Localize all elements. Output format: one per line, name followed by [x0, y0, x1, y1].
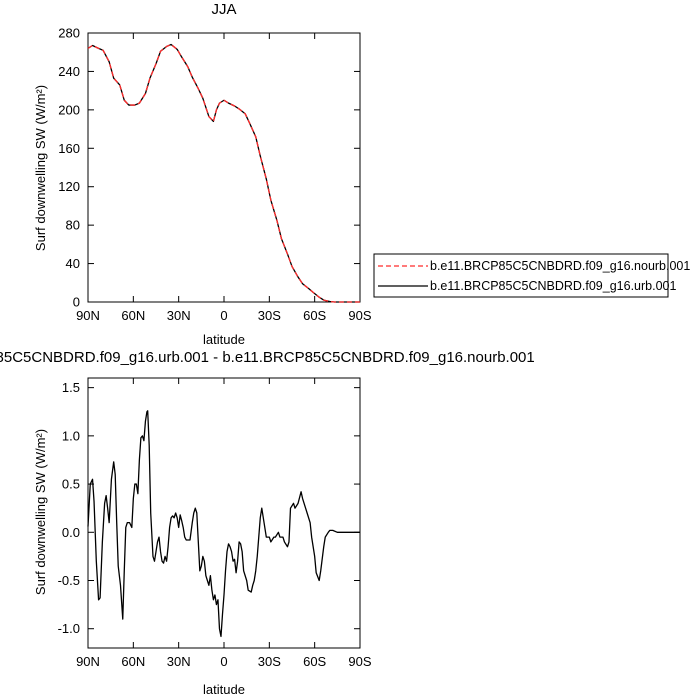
x-tick-label: 60S	[303, 654, 326, 669]
y-tick-label: 0.5	[62, 477, 80, 492]
series-line-0-0	[87, 43, 360, 303]
bottom-plot-frame	[87, 377, 361, 649]
y-tick-label: -1.0	[58, 621, 80, 636]
x-tick-label: 60N	[121, 654, 145, 669]
bottom-series-lines	[87, 410, 360, 638]
legend-label-urb: b.e11.BRCP85C5CNBDRD.f09_g16.urb.001	[430, 279, 676, 293]
y-tick-label: 160	[58, 141, 80, 156]
x-tick-label: 30N	[167, 308, 191, 323]
top-chart-title: JJA	[211, 1, 236, 18]
legend-box	[373, 253, 669, 298]
y-tick-label: 240	[58, 64, 80, 79]
x-tick-label: 90S	[348, 654, 371, 669]
y-tick-label: -0.5	[58, 573, 80, 588]
x-tick-label: 30N	[167, 654, 191, 669]
top-y-axis-label: Surf downwelling SW (W/m²)	[33, 85, 48, 251]
bottom-x-axis: 90N 60N 30N 0 30S 60S 90S	[76, 378, 372, 669]
legend: b.e11.BRCP85C5CNBDRD.f09_g16.nourb.001 b…	[373, 253, 690, 298]
bottom-panel: b.e11.BRCP85C5CNBDRD.f09_g16.urb.001 - b…	[0, 349, 535, 697]
top-x-axis-label: latitude	[203, 332, 245, 347]
y-tick-label: 1.0	[62, 428, 80, 443]
top-panel: JJA 0 40 80 120 160 200 240 280 90N 60N 30N 0 30S 60…	[33, 1, 372, 347]
x-tick-label: 60N	[121, 308, 145, 323]
bottom-chart-title: b.e11.BRCP85C5CNBDRD.f09_g16.urb.001 - b…	[0, 349, 535, 366]
y-tick-label: 280	[58, 26, 80, 41]
y-tick-label: 0.0	[62, 525, 80, 540]
top-series-lines	[87, 43, 360, 303]
y-tick-label: 120	[58, 179, 80, 194]
y-tick-label: 0	[73, 295, 80, 310]
bottom-y-axis-label: Surf downwelling SW (W/m²)	[33, 429, 48, 595]
x-tick-label: 0	[220, 308, 227, 323]
x-tick-label: 90S	[348, 308, 371, 323]
y-tick-label: 40	[66, 256, 80, 271]
series-line-0-1	[87, 43, 360, 303]
x-tick-label: 90N	[76, 308, 100, 323]
bottom-x-axis-label: latitude	[203, 682, 245, 697]
top-y-axis: 0 40 80 120 160 200 240 280	[58, 26, 360, 310]
x-tick-label: 90N	[76, 654, 100, 669]
y-tick-label: 80	[66, 218, 80, 233]
bottom-y-axis: -1.0 -0.5 0.0 0.5 1.0 1.5	[58, 380, 360, 636]
top-x-axis: 90N 60N 30N 0 30S 60S 90S	[76, 33, 372, 323]
legend-label-nourb: b.e11.BRCP85C5CNBDRD.f09_g16.nourb.001	[430, 259, 690, 273]
x-tick-label: 30S	[258, 654, 281, 669]
x-tick-label: 30S	[258, 308, 281, 323]
x-tick-label: 0	[220, 654, 227, 669]
y-tick-label: 200	[58, 102, 80, 117]
top-plot-frame	[87, 32, 361, 303]
x-tick-label: 60S	[303, 308, 326, 323]
series-line-1-0	[87, 410, 360, 638]
y-tick-label: 1.5	[62, 380, 80, 395]
